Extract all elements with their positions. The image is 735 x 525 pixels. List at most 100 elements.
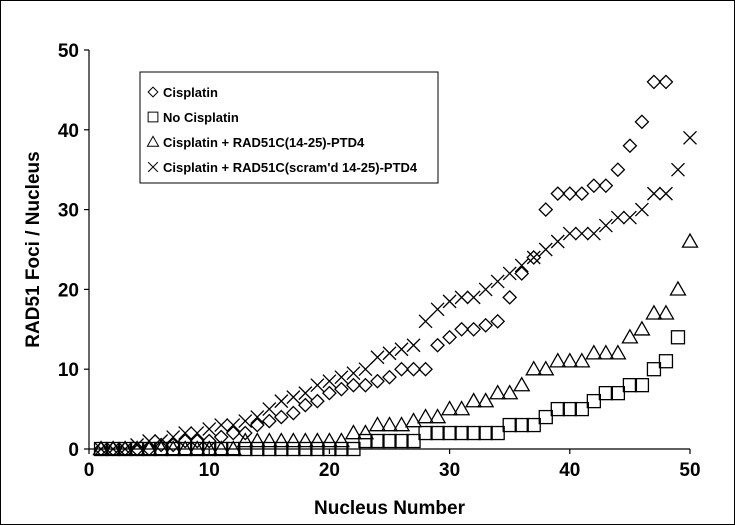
data-point <box>573 352 591 368</box>
data-point <box>152 440 170 456</box>
data-point <box>621 328 639 344</box>
data-point <box>286 441 301 457</box>
data-point <box>490 274 505 289</box>
data-point <box>586 178 602 194</box>
y-tick-label: 10 <box>58 360 79 381</box>
data-point <box>669 280 687 296</box>
data-point <box>260 432 278 448</box>
data-point <box>550 401 565 417</box>
axes: 0 10 20 30 40 50 0 10 20 30 40 50 <box>58 41 701 481</box>
y-tick-label: 30 <box>58 201 79 222</box>
data-point <box>598 385 614 401</box>
data-point <box>118 442 133 456</box>
data-point <box>224 440 242 456</box>
data-point <box>94 442 108 456</box>
data-point <box>538 409 553 425</box>
data-point <box>321 385 337 401</box>
data-point <box>586 226 601 241</box>
data-point <box>514 417 529 433</box>
data-point <box>273 409 289 425</box>
data-point <box>248 432 266 448</box>
data-point <box>610 210 625 225</box>
data-point <box>609 344 627 360</box>
data-point <box>574 401 589 417</box>
data-point <box>346 441 361 457</box>
data-point <box>274 394 289 409</box>
legend-marker <box>147 161 159 173</box>
data-point <box>130 438 145 452</box>
data-point <box>452 400 471 416</box>
data-point <box>622 378 638 393</box>
data-point <box>537 360 555 376</box>
data-point <box>514 266 530 281</box>
x-tick-label: 20 <box>319 460 340 481</box>
data-point <box>358 377 373 393</box>
data-point <box>213 429 229 445</box>
legend-label: Cisplatin + RAD51C(scram'd 14-25)-PTD4 <box>163 160 418 175</box>
data-point <box>645 304 663 320</box>
data-point <box>430 302 445 317</box>
data-point <box>514 258 529 273</box>
data-point <box>574 226 589 241</box>
data-point <box>202 422 217 437</box>
legend-entry: Cisplatin + RAD51C(scram'd 14-25)-PTD4 <box>147 160 418 175</box>
data-point <box>478 317 494 333</box>
data-point <box>634 378 650 393</box>
y-axis-label: RAD51 Foci / Nucleus <box>23 151 44 347</box>
legend: Cisplatin No Cisplatin Cisplatin + RAD51C(… <box>139 71 439 184</box>
data-point <box>586 393 601 409</box>
legend-label: Cisplatin <box>163 85 218 100</box>
data-point <box>261 413 277 429</box>
data-point <box>622 138 638 154</box>
data-point <box>226 418 241 433</box>
data-point <box>549 352 567 368</box>
data-point <box>188 440 206 456</box>
data-point <box>562 226 577 241</box>
x-tick-label: 0 <box>84 460 95 481</box>
series-4 <box>94 130 697 456</box>
data-point <box>597 344 615 360</box>
legend-marker <box>147 86 159 98</box>
data-point <box>526 250 542 265</box>
data-point <box>466 290 481 305</box>
data-point <box>526 250 541 265</box>
data-marks <box>92 74 699 457</box>
data-point <box>249 417 265 433</box>
data-point <box>490 313 506 329</box>
data-point <box>574 186 590 202</box>
legend-entry: No Cisplatin <box>147 110 239 125</box>
data-point <box>658 354 674 369</box>
data-point <box>334 370 349 385</box>
data-point <box>309 393 325 409</box>
x-tick-label: 30 <box>439 460 460 481</box>
data-point <box>465 392 483 408</box>
data-point <box>200 440 218 456</box>
data-point <box>416 408 435 424</box>
data-point <box>394 361 409 377</box>
data-point <box>526 417 541 433</box>
data-point <box>356 424 375 440</box>
x-tick-label: 10 <box>199 460 220 481</box>
data-point <box>538 202 554 218</box>
data-point <box>380 416 399 432</box>
data-point <box>538 242 553 257</box>
data-point <box>525 360 543 376</box>
data-point <box>550 186 566 202</box>
data-point <box>382 369 397 385</box>
data-point <box>334 381 349 397</box>
data-point <box>671 162 685 177</box>
data-point <box>502 289 518 305</box>
data-point <box>428 408 447 424</box>
data-point <box>140 440 158 456</box>
data-point <box>658 74 674 90</box>
data-point <box>466 321 482 337</box>
data-point <box>322 374 337 389</box>
data-point <box>238 441 253 457</box>
data-point <box>622 210 637 225</box>
data-point <box>250 441 265 457</box>
data-point <box>442 329 458 345</box>
y-tick-label: 0 <box>68 440 79 461</box>
legend-marker-shape <box>147 161 159 173</box>
data-point <box>297 397 313 413</box>
data-point <box>272 432 290 448</box>
